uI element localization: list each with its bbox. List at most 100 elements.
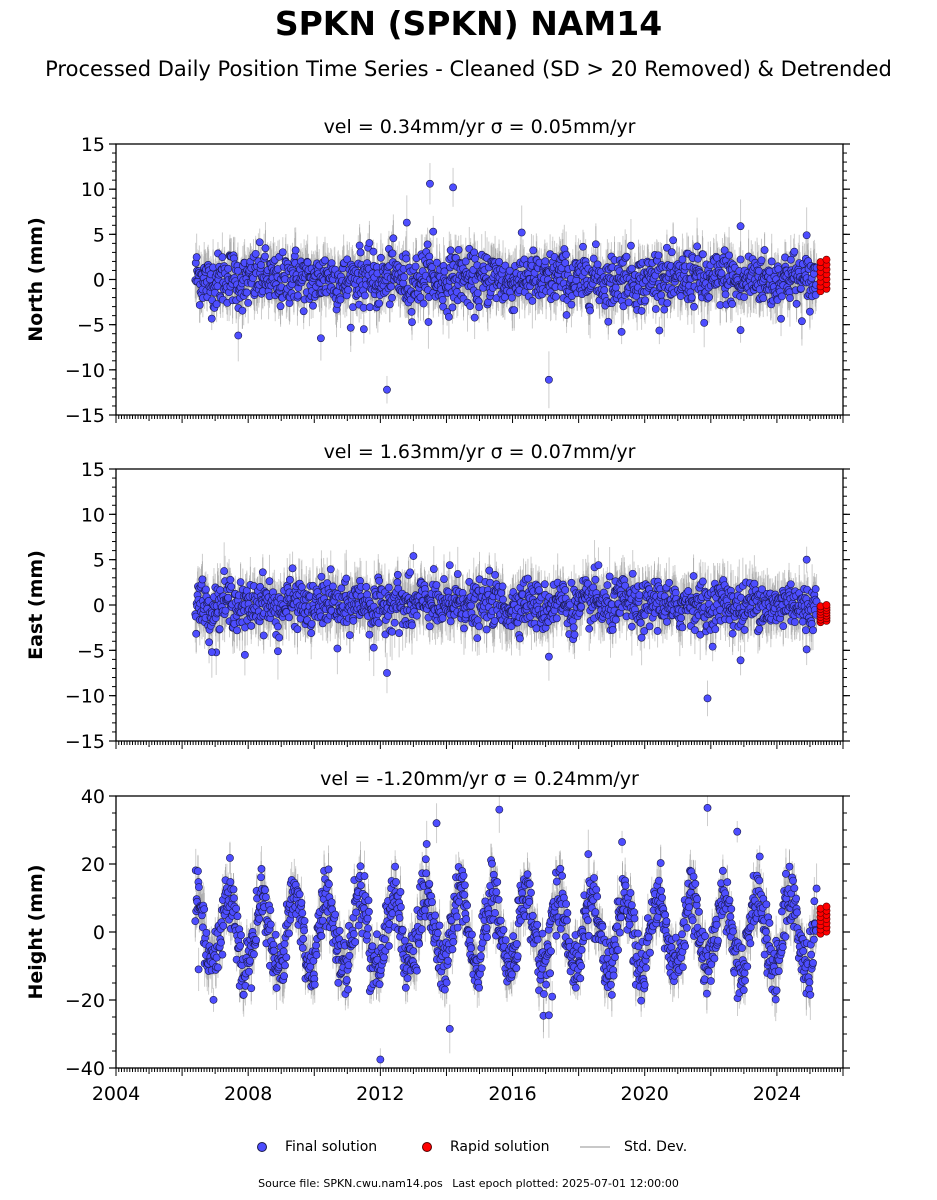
final-solution-point: [257, 261, 265, 269]
final-solution-point: [720, 246, 729, 255]
final-solution-point: [475, 303, 483, 312]
final-solution-point: [207, 314, 216, 323]
final-solution-point: [792, 299, 801, 308]
rapid-solution-points: [816, 255, 831, 296]
final-solution-point: [316, 334, 325, 343]
final-solution-point: [444, 312, 453, 321]
final-solution-point: [426, 179, 434, 188]
final-solution-point: [611, 283, 620, 292]
final-solution-point: [425, 252, 434, 261]
final-solution-point: [501, 261, 510, 270]
final-solution-point: [336, 295, 345, 304]
final-solution-point: [448, 303, 457, 312]
final-solution-point: [438, 295, 447, 304]
final-solution-point: [660, 305, 669, 314]
final-solution-point: [356, 248, 365, 257]
final-solution-point: [309, 301, 317, 310]
final-solution-point: [562, 311, 571, 319]
final-solution-point: [579, 242, 587, 251]
final-solution-point: [657, 291, 666, 300]
final-solution-point: [291, 246, 300, 255]
final-solution-point: [725, 251, 733, 260]
final-solution-point: [663, 299, 672, 307]
final-solution-point: [736, 222, 745, 231]
y-tick-label: 0: [93, 270, 105, 292]
final-solution-point: [806, 307, 814, 316]
final-solution-point: [416, 293, 425, 302]
final-solution-point: [429, 227, 438, 236]
final-solution-point: [667, 248, 676, 257]
final-solution-point: [192, 253, 201, 262]
final-solution-point: [687, 293, 696, 302]
final-solution-point: [218, 253, 227, 262]
final-solution-point: [517, 228, 526, 237]
final-solution-point: [627, 264, 636, 273]
final-solution-point: [495, 258, 503, 266]
final-solution-point: [255, 238, 264, 247]
final-solution-point: [385, 300, 394, 309]
final-solution-point: [777, 314, 785, 323]
final-solution-point: [797, 284, 805, 293]
final-solution-point: [293, 291, 302, 300]
final-solution-point: [619, 302, 628, 311]
panel-title: vel = 0.34mm/yr σ = 0.05mm/yr: [324, 116, 636, 138]
final-solution-point: [242, 288, 251, 297]
final-solution-point: [195, 301, 204, 309]
final-solution-point: [624, 298, 633, 307]
final-solution-point: [561, 259, 570, 267]
final-solution-point: [604, 317, 613, 326]
final-solution-point: [617, 327, 626, 336]
final-solution-point: [767, 257, 776, 266]
final-solution-point: [238, 306, 247, 315]
final-solution-point: [446, 246, 455, 255]
chart-subtitle: Processed Daily Position Time Series - C…: [45, 57, 892, 81]
final-solution-point: [654, 251, 663, 260]
final-solution-point: [736, 255, 745, 264]
final-solution-point: [589, 254, 598, 263]
final-solution-point: [388, 249, 397, 258]
final-solution-point: [705, 293, 713, 302]
final-solution-point: [400, 273, 408, 281]
final-solution-point: [244, 298, 253, 307]
final-solution-point: [303, 258, 312, 267]
final-solution-point: [388, 293, 396, 302]
final-solution-point: [600, 286, 609, 295]
final-solution-point: [551, 292, 560, 301]
final-solution-point: [377, 253, 385, 262]
y-tick-label: 5: [93, 224, 105, 246]
final-solution-point: [423, 240, 432, 249]
final-solution-point: [541, 257, 550, 266]
y-tick-label: −15: [65, 405, 105, 427]
final-solution-point: [802, 231, 811, 240]
final-solution-point: [278, 248, 287, 257]
final-solution-point: [562, 250, 571, 259]
final-solution-point: [754, 266, 763, 275]
final-solution-point: [402, 218, 411, 227]
final-solution-point: [439, 302, 448, 311]
final-solution-point: [466, 302, 475, 310]
final-solution-point: [355, 241, 364, 250]
final-solution-point: [471, 254, 479, 263]
final-solution-point: [321, 256, 329, 265]
final-solution-point: [698, 250, 707, 259]
final-solution-point: [369, 247, 378, 256]
final-solution-point: [678, 255, 687, 264]
final-solution-point: [359, 325, 368, 334]
final-solution-point: [432, 258, 441, 267]
final-solution-point: [454, 245, 463, 254]
final-solution-point: [790, 247, 799, 256]
final-solution-point: [798, 317, 806, 326]
final-solution-point: [591, 240, 600, 249]
final-solution-point: [586, 306, 594, 315]
final-solution-point: [234, 331, 243, 340]
final-solution-point: [343, 255, 352, 264]
final-solution-point: [728, 300, 737, 308]
final-solution-point: [408, 318, 416, 326]
final-solution-point: [344, 286, 352, 294]
final-solution-point: [593, 260, 602, 269]
final-solution-point: [544, 375, 553, 384]
final-solution-point: [736, 326, 745, 334]
